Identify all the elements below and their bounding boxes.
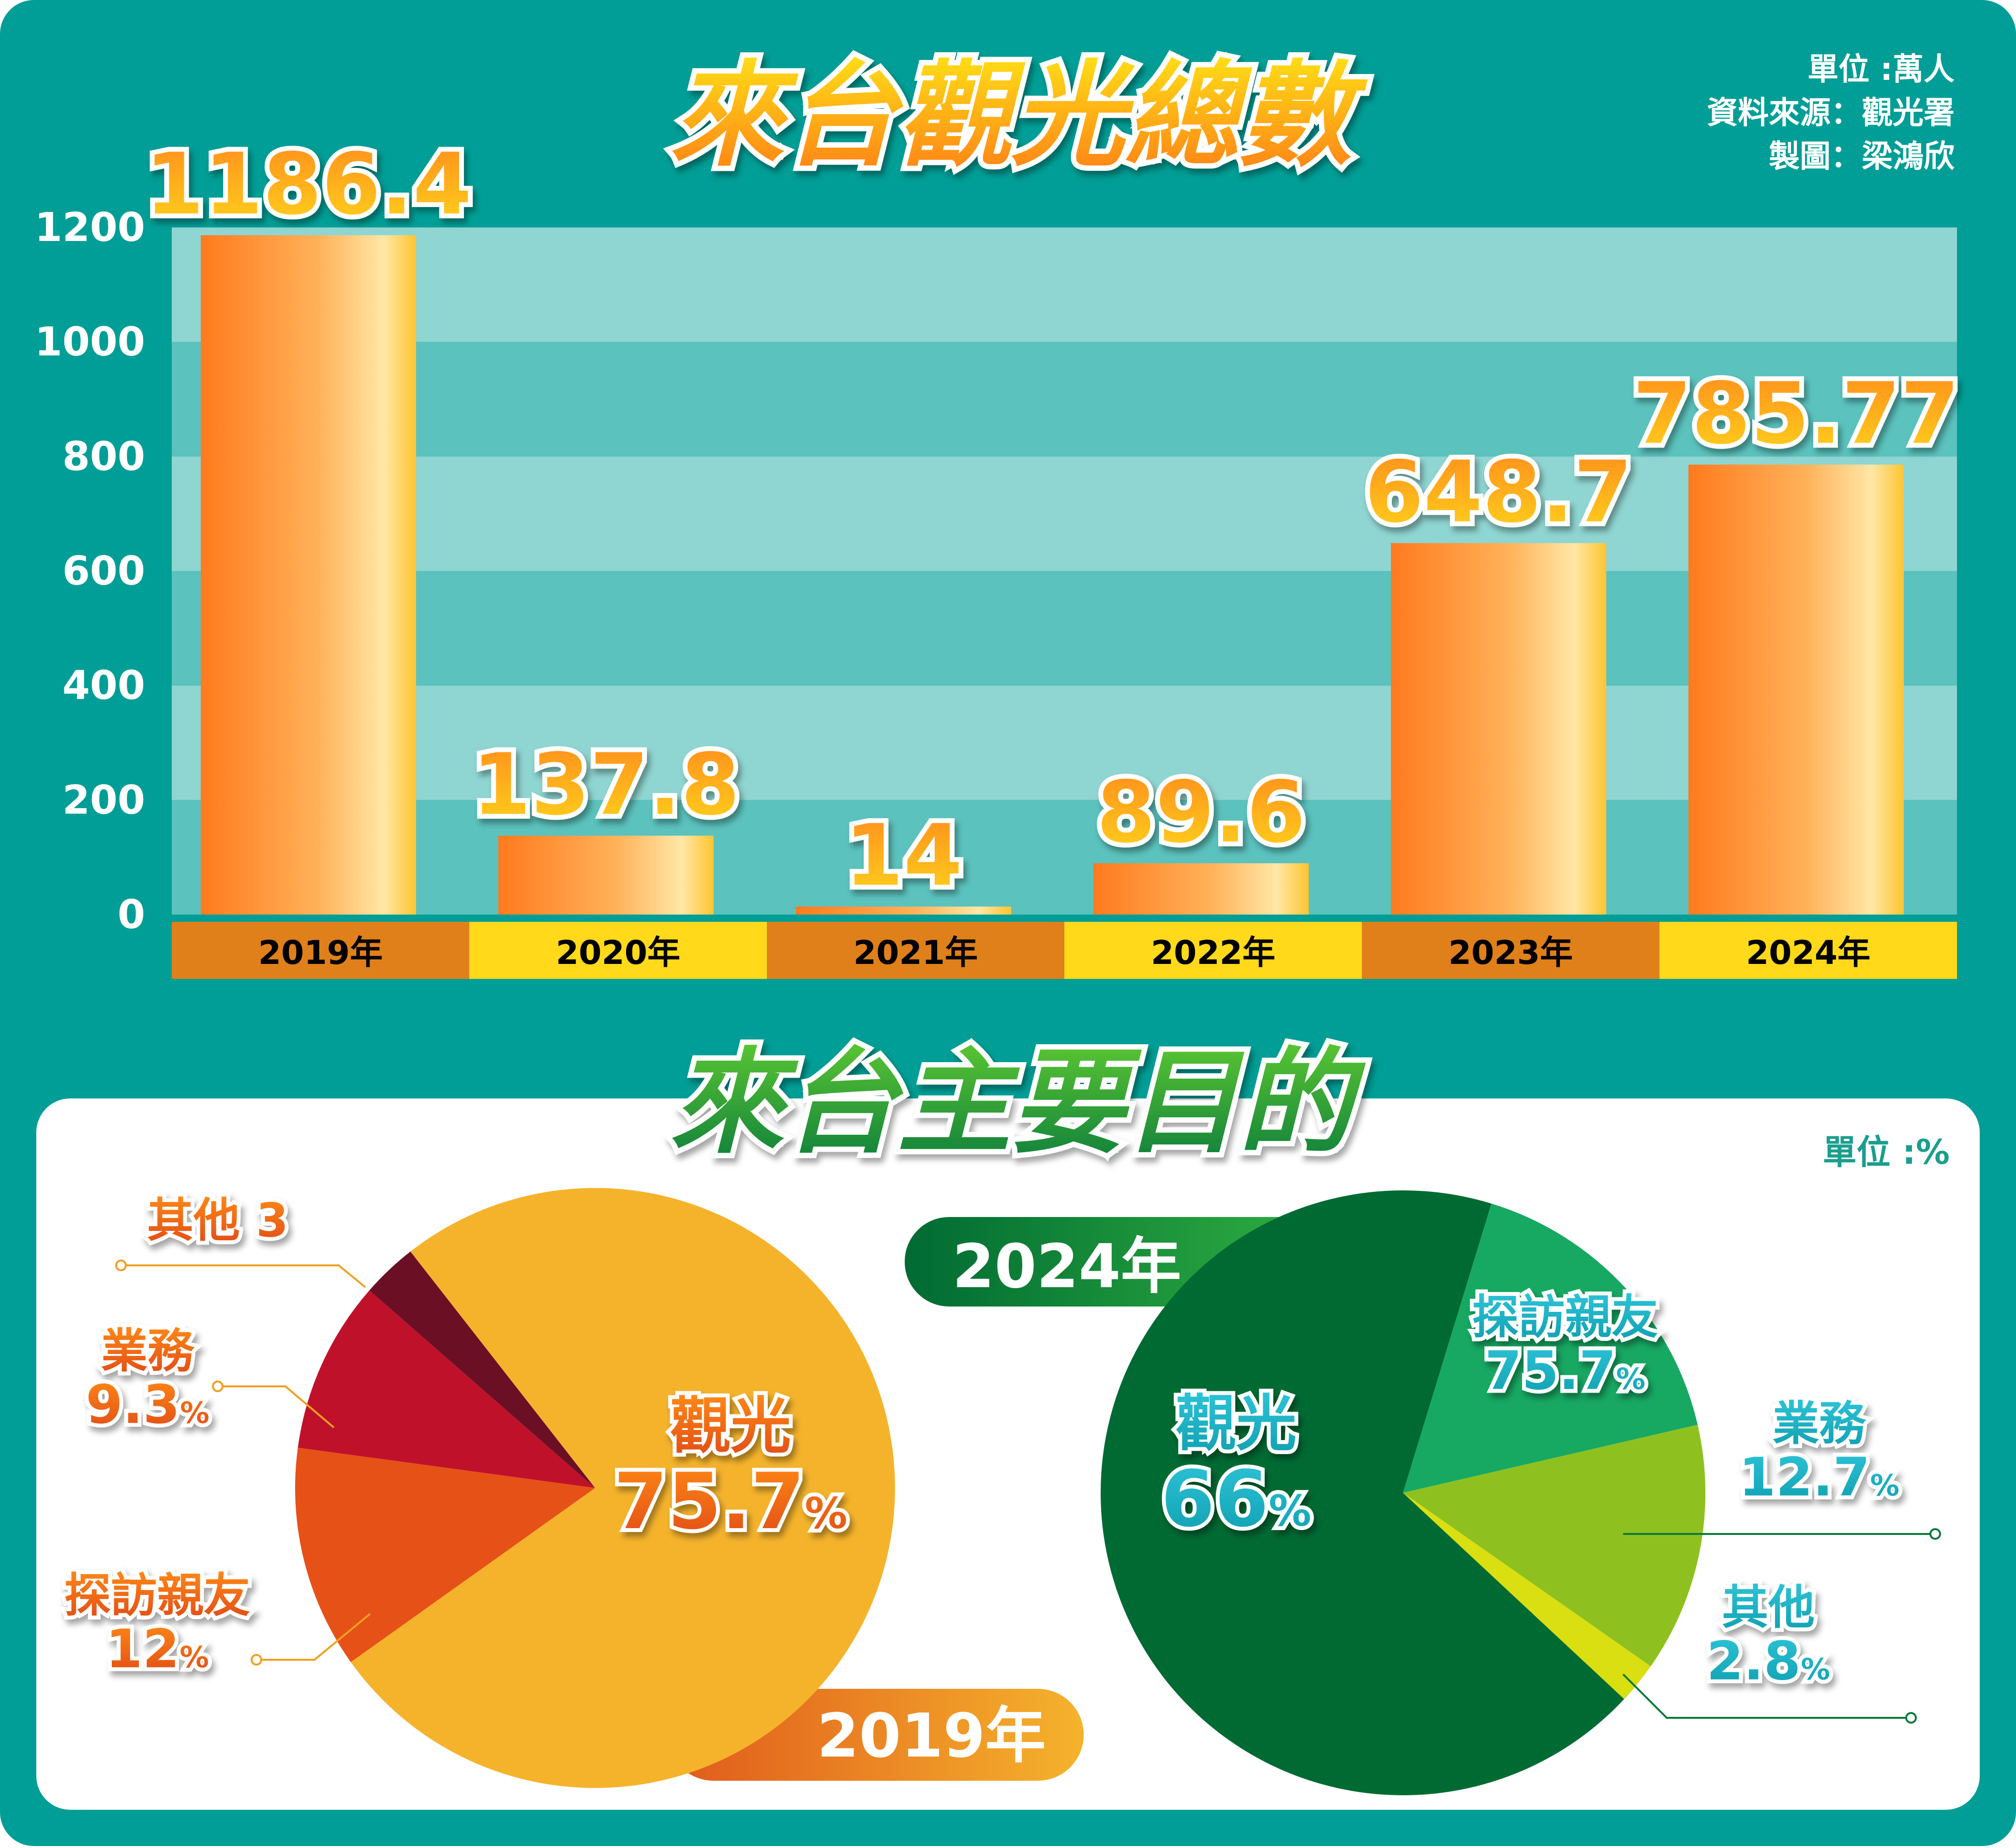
slice-value-unit: % — [180, 1397, 209, 1430]
leader-dot — [1905, 1712, 1917, 1724]
leader-dot — [115, 1260, 127, 1271]
pie-unit: 單位 :% — [1823, 1132, 1950, 1172]
bar — [201, 235, 416, 915]
slice-label-visiting-name: 探訪親友 — [64, 1568, 250, 1623]
x-category-cell — [1064, 922, 1362, 979]
x-tick-label: 2021年 — [853, 934, 978, 972]
x-tick-label: 2022年 — [1151, 934, 1275, 972]
slice-label-tourism-name: 觀光 — [670, 1391, 791, 1461]
bar — [796, 906, 1011, 915]
slice-value-unit: % — [1616, 1363, 1645, 1397]
meta-author: 製圖：梁鴻欣 — [1769, 139, 1955, 175]
slice-label-other-name: 其他 3 — [147, 1193, 288, 1247]
grid-band — [172, 571, 1957, 686]
meta-unit: 單位 :萬人 — [1807, 52, 1955, 88]
slice-label-other-name: 其他 — [1722, 1580, 1815, 1635]
slice-value-number: 75.7 — [614, 1456, 805, 1547]
slice-label-tourism-value: 75.7% — [614, 1456, 848, 1547]
slice-value-unit: % — [1801, 1653, 1830, 1687]
leader-dot — [1929, 1528, 1941, 1540]
bar-value-label: 1186.4 — [145, 135, 472, 234]
slice-value-number: 9.3 — [86, 1374, 180, 1436]
leader-dot — [251, 1654, 262, 1666]
pie-slice — [1403, 1203, 1698, 1493]
bar-value-label: 785.77 — [1633, 365, 1959, 463]
slice-value-unit: % — [1269, 1486, 1311, 1536]
leader-dot — [212, 1381, 224, 1392]
grid-band — [172, 685, 1957, 800]
slice-label-tourism-name: 觀光 — [1176, 1389, 1297, 1459]
y-tick-label: 400 — [62, 663, 145, 709]
slice-value-number: 2.8 — [1706, 1630, 1801, 1692]
slice-value-number: 66 — [1161, 1454, 1269, 1544]
slice-label-other-value: 2.8% — [1706, 1630, 1830, 1692]
slice-value-number: 75.7 — [1485, 1340, 1616, 1402]
bar-chart-title: 來台觀光總數 — [670, 50, 1368, 182]
pie-slice — [1403, 1425, 1705, 1667]
x-category-cell — [1659, 922, 1957, 979]
bar-value-label: 14 — [845, 807, 963, 905]
x-tick-label: 2019年 — [258, 934, 383, 972]
pie-slice — [295, 1447, 595, 1662]
x-category-cell — [767, 922, 1064, 979]
pie-slice — [1403, 1493, 1651, 1699]
bar-meta: 單位 :萬人 資料來源：觀光署 製圖：梁鴻欣 — [1707, 52, 1955, 175]
meta-source: 資料來源：觀光署 — [1707, 95, 1955, 131]
y-tick-label: 800 — [62, 434, 145, 480]
leader-line — [218, 1385, 335, 1428]
bar-value-label: 648.7 — [1365, 443, 1633, 541]
x-tick-label: 2020年 — [556, 934, 680, 972]
x-tick-label: 2023年 — [1449, 934, 1573, 972]
slice-label-visiting-value: 75.7% — [1485, 1340, 1645, 1402]
grid-band — [172, 456, 1957, 571]
slice-label-business-value: 9.3% — [86, 1374, 209, 1436]
pie-section-title: 來台主要目的 — [670, 1037, 1366, 1169]
x-category-cell — [1362, 922, 1659, 979]
y-tick-label: 600 — [62, 548, 145, 594]
slice-label-business-value: 12.7% — [1739, 1446, 1899, 1508]
bar — [1688, 465, 1904, 915]
pie-slice — [351, 1188, 895, 1788]
x-category-cell — [469, 922, 767, 979]
bar — [498, 835, 714, 915]
bar-value-label: 89.6 — [1097, 764, 1306, 862]
grid-band — [172, 227, 1957, 342]
pie-slice — [298, 1290, 595, 1488]
slice-value-number: 12.7 — [1739, 1446, 1870, 1508]
year-label: 2019年 — [817, 1701, 1046, 1771]
slice-value-number: 12 — [105, 1618, 179, 1680]
x-tick-label: 2024年 — [1746, 934, 1870, 972]
slice-label-visiting-name: 探訪親友 — [1472, 1290, 1658, 1344]
bar — [1391, 543, 1606, 915]
bar — [1093, 863, 1309, 915]
leader-line — [1622, 1673, 1911, 1719]
pie-slice — [369, 1251, 595, 1488]
leader-line — [121, 1264, 366, 1288]
bar-chart: 0 200 400 600 800 1000 1200 2019年 2020年 2021年 2022… — [35, 131, 1964, 979]
grid-band — [172, 342, 1957, 457]
slice-value-unit: % — [1870, 1469, 1899, 1503]
leader-line — [256, 1613, 371, 1661]
y-tick-label: 1000 — [35, 319, 145, 365]
bar-value-label: 137.8 — [472, 736, 740, 834]
x-category-cell — [172, 922, 469, 979]
slice-label-business-name: 業務 — [101, 1324, 195, 1378]
slice-label-visiting-value: 12% — [105, 1618, 209, 1680]
y-tick-label: 1200 — [35, 205, 145, 251]
slice-value-unit: % — [805, 1488, 847, 1538]
grid-band — [172, 800, 1957, 915]
year-label: 2024年 — [953, 1232, 1181, 1302]
slice-value-unit: % — [179, 1641, 209, 1675]
slice-label-business-name: 業務 — [1773, 1397, 1867, 1451]
pie-slice — [1101, 1190, 1635, 1796]
y-tick-label: 0 — [118, 892, 145, 938]
y-tick-label: 200 — [62, 777, 145, 823]
slice-label-tourism-value: 66% — [1161, 1454, 1312, 1544]
